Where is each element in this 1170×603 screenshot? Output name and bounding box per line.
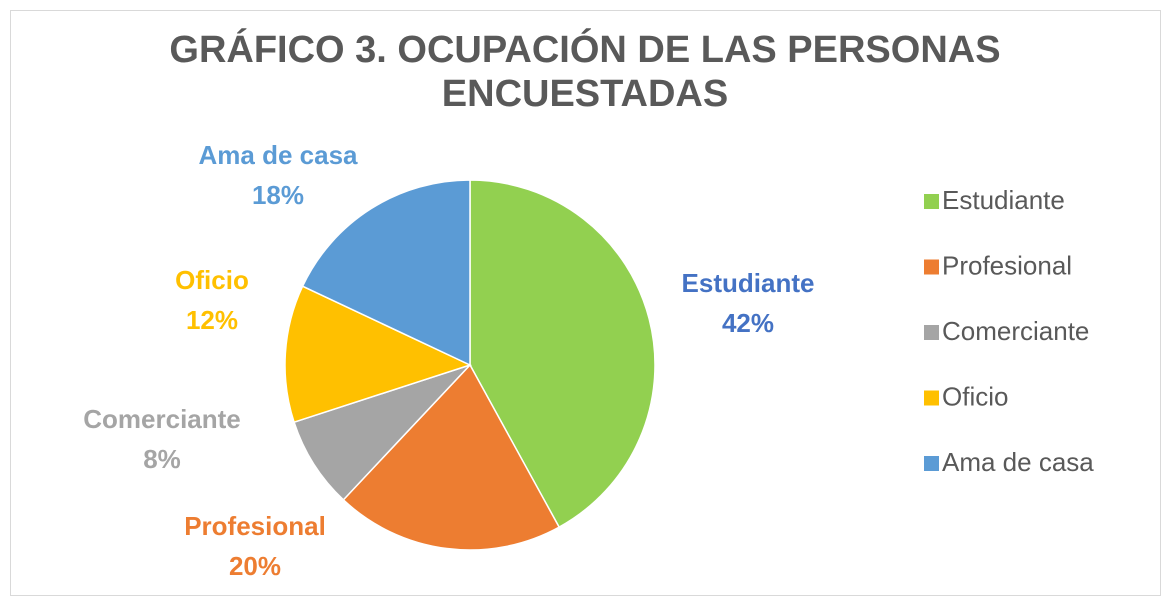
data-label-name: Oficio <box>175 265 249 295</box>
legend-label: Estudiante <box>942 185 1065 215</box>
data-label-value: 18% <box>252 180 304 210</box>
data-label-name: Ama de casa <box>199 140 359 170</box>
pie-slice <box>293 364 471 501</box>
data-label-value: 12% <box>186 305 238 335</box>
legend-swatch <box>924 325 939 340</box>
legend-swatch <box>924 390 939 406</box>
chart-title: GRÁFICO 3. OCUPACIÓN DE LAS PERSONAS ENC… <box>169 29 1001 115</box>
data-label-name: Profesional <box>184 511 326 541</box>
legend-label: Ama de casa <box>942 447 1094 477</box>
data-label-value: 42% <box>722 308 774 338</box>
data-label-value: 20% <box>229 551 281 581</box>
legend-swatch <box>924 194 939 209</box>
pie-slice <box>342 363 561 551</box>
legend-label: Oficio <box>942 381 1008 411</box>
pie-slice <box>301 179 471 367</box>
pie-slice <box>469 179 656 529</box>
data-label-name: Estudiante <box>682 268 815 298</box>
legend-swatch <box>924 259 939 275</box>
legend-label: Profesional <box>942 250 1072 280</box>
legend-swatch <box>924 456 939 471</box>
data-label-name: Comerciante <box>83 404 241 434</box>
data-label-value: 8% <box>143 444 181 474</box>
legend-label: Comerciante <box>942 316 1089 346</box>
pie-slice <box>284 285 473 424</box>
